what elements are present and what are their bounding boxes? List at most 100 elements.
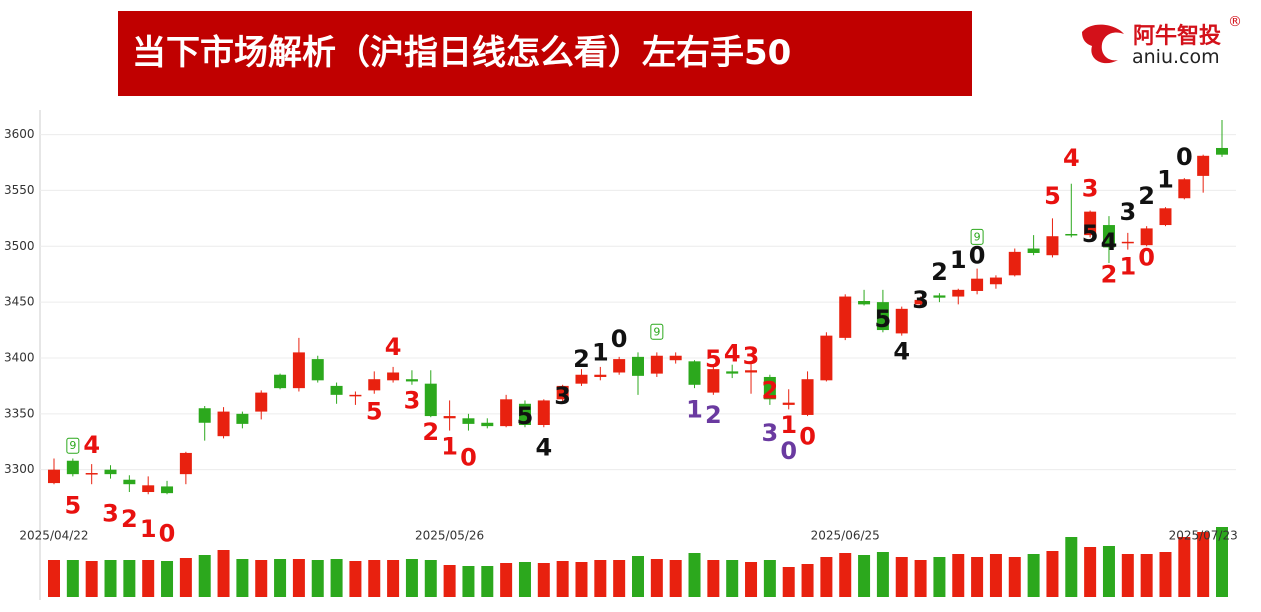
candle-body [292,352,305,389]
count-label: 0 [969,241,986,269]
candle-body [255,392,268,412]
x-tick-label: 2025/05/26 [415,529,484,543]
candle-body [971,278,984,291]
count-label: 0 [460,444,477,472]
candle-body [1197,155,1210,176]
y-tick-label: 3500 [4,239,35,253]
candle-body [198,408,211,423]
candle-body [387,372,400,381]
volume-bar [292,559,305,597]
candle-body [650,355,663,374]
candle-body [123,479,136,485]
count-label: 2 [1138,182,1155,210]
logo-site: aniu.com [1132,46,1220,68]
candle-body [462,418,475,424]
volume-bar [575,562,588,597]
count-label: 1 [780,411,797,439]
volume-bar [669,560,682,597]
signal-badge [66,437,80,454]
count-label: 5 [705,345,722,373]
candle-body [933,295,946,298]
count-label: 3 [762,419,779,447]
count-label: 4 [385,333,402,361]
volume-bar [952,554,965,597]
y-tick-label: 3300 [4,462,35,476]
candle-body [726,371,739,374]
candle-body [424,383,437,417]
candle-body [179,452,192,475]
candle-body [349,394,362,397]
logo-text: 阿牛智投 [1133,24,1222,49]
count-label: 1 [950,246,967,274]
volume-bar [1121,554,1134,597]
count-label: 3 [404,387,421,415]
count-label: 4 [1101,228,1118,256]
count-label: 1 [140,515,157,543]
volume-bar [1216,527,1228,597]
count-label: 2 [931,258,948,286]
count-label: 4 [1063,144,1080,172]
candle-body [1046,236,1059,256]
candle-body [500,399,513,427]
candle-body [1140,228,1153,246]
volume-bar [66,560,79,597]
y-tick-label: 3550 [4,183,35,197]
candle-body [1065,233,1078,236]
volume-bar [48,560,60,597]
count-label: 0 [799,422,816,450]
count-label: 2 [762,376,779,404]
volume-bar [1008,557,1021,597]
signal-badge-label: 9 [974,230,981,243]
y-tick-label: 3600 [4,127,35,141]
candle-body [1027,248,1040,253]
y-tick-label: 3400 [4,350,35,364]
candle-body [236,413,249,424]
logo-mark: ® [1228,14,1242,30]
candle-body [820,335,833,381]
candle-body [1102,225,1115,248]
volume-bar [387,560,400,597]
volume-bar [895,557,908,597]
count-label: 3 [1082,174,1099,202]
x-tick-label: 2025/06/25 [811,529,880,543]
count-label: 2 [422,418,439,446]
volume-bar [236,559,249,597]
count-label: 0 [159,519,176,547]
volume-bar [481,566,494,597]
volume-bar [933,557,946,597]
x-tick-label: 2025/07/23 [1169,529,1238,543]
count-label: 0 [780,437,797,465]
count-label: 3 [102,499,119,527]
candle-body [989,277,1002,285]
volume-bar [726,560,739,597]
candle-body [104,469,117,475]
x-tick-label: 2025/04/22 [19,529,88,543]
volume-bar [1197,532,1210,597]
logo-icon [1082,24,1124,64]
count-label: 5 [366,398,383,426]
logo: 阿牛智投 ® aniu.com [1078,14,1248,74]
count-label: 4 [724,340,741,368]
volume-bar [876,552,889,597]
count-label: 0 [1176,143,1193,171]
candle-body [311,359,324,381]
volume-bar [820,557,833,597]
y-tick-label: 3450 [4,295,35,309]
count-label: 5 [1044,182,1061,210]
count-label: 1 [1119,253,1136,281]
volume-bar [556,561,569,597]
volume-bar [274,559,287,597]
count-label: 5 [875,305,892,333]
candle-body [48,469,60,484]
candle-body [914,299,927,305]
volume-bar [594,560,607,597]
volume-bar [1027,554,1040,597]
candle-body [801,379,814,415]
volume-bar [971,557,984,597]
count-label: 4 [535,433,552,461]
candle-body [66,460,79,475]
candle-body [161,486,174,494]
volume-bar [858,555,871,597]
candle-body [763,376,776,400]
